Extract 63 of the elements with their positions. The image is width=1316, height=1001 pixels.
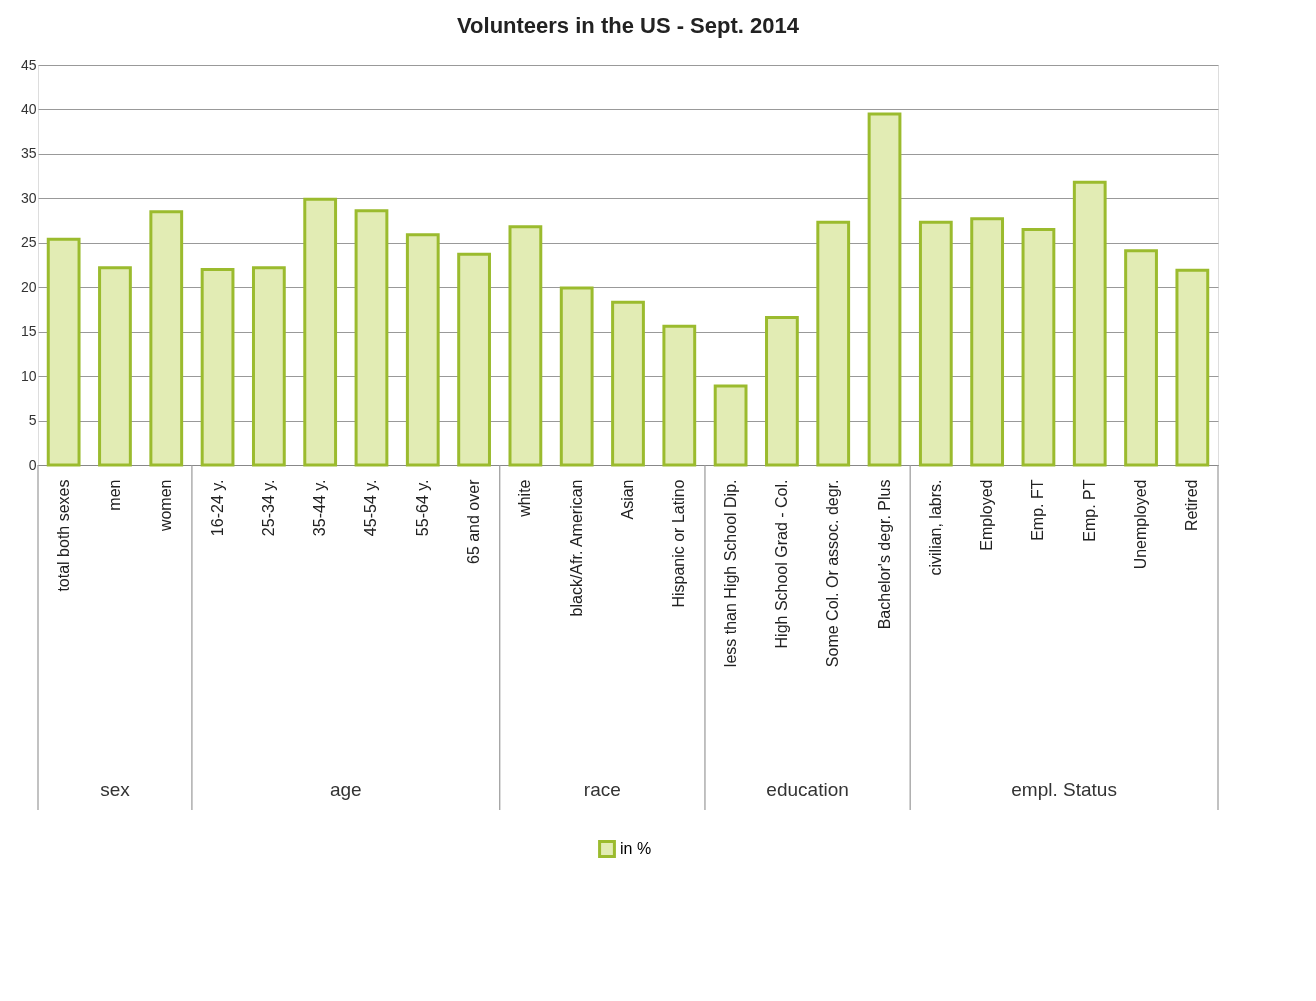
bar xyxy=(918,220,953,467)
x-tick-label: 45-54 y. xyxy=(362,479,380,537)
bar xyxy=(1175,268,1210,467)
bar xyxy=(98,266,132,467)
x-tick-label: men xyxy=(105,479,123,511)
bar xyxy=(765,315,799,467)
x-tick-label: black/Afr. American xyxy=(567,479,585,617)
x-tick-label: women xyxy=(157,479,175,533)
bar xyxy=(1072,180,1107,467)
text: race xyxy=(583,779,621,800)
bar xyxy=(611,300,645,467)
text: sex xyxy=(100,779,131,800)
x-tick-label: Emp. PT xyxy=(1080,479,1098,542)
text: empl. Status xyxy=(1011,779,1117,800)
bar xyxy=(816,220,851,467)
bar xyxy=(200,267,235,467)
y-tick-label: 0 xyxy=(28,456,37,473)
x-tick-label: Some Col. Or assoc. degr. xyxy=(824,479,842,668)
x-tick-label: Emp. FT xyxy=(1029,479,1047,541)
x-tick-label: Employed xyxy=(978,479,996,551)
y-tick-label: 30 xyxy=(20,189,37,206)
bar xyxy=(508,225,543,467)
x-tick-label: civilian, labrs. xyxy=(926,479,944,576)
bar xyxy=(713,384,748,467)
bar xyxy=(1124,249,1158,467)
x-tick-label: 16-24 y. xyxy=(208,479,226,537)
bar xyxy=(303,197,338,467)
x-tick-label: Asian xyxy=(619,479,636,520)
x-tick-label: white xyxy=(516,479,534,518)
bar xyxy=(354,209,389,467)
bar xyxy=(149,210,184,467)
bar xyxy=(662,324,697,467)
y-tick-label: 15 xyxy=(20,323,37,340)
x-tick-label: Bachelor's degr. Plus xyxy=(875,479,893,630)
bar xyxy=(457,252,491,467)
y-tick-label: 10 xyxy=(20,367,37,384)
bar xyxy=(251,266,286,467)
y-tick-label: 35 xyxy=(20,145,37,162)
bar xyxy=(970,217,1005,467)
x-tick-label: total both sexes xyxy=(54,479,72,592)
x-tick-label: 35-44 y. xyxy=(311,479,329,537)
x-tick-label: High School Grad - Col. xyxy=(772,479,790,649)
x-tick-label: Hispanic or Latino xyxy=(670,479,688,608)
legend-label: in % xyxy=(620,840,652,857)
bar xyxy=(46,237,81,467)
y-tick-label: 40 xyxy=(20,100,37,117)
y-tick-label: 45 xyxy=(20,56,37,73)
bar xyxy=(405,233,440,467)
bar xyxy=(559,286,594,467)
bar xyxy=(1021,227,1056,467)
bar xyxy=(867,112,902,467)
x-tick-label: Retired xyxy=(1183,479,1201,532)
y-tick-label: 5 xyxy=(28,412,37,429)
y-tick-label: 20 xyxy=(20,278,37,295)
x-tick-label: 25-34 y. xyxy=(259,479,277,537)
x-tick-label: less than High School Dip. xyxy=(721,479,739,668)
x-tick-label: Unemployed xyxy=(1132,479,1150,570)
x-tick-label: 65 and over xyxy=(465,478,483,565)
chart-title: Volunteers in the US - Sept. 2014 xyxy=(457,13,800,38)
x-tick-label: 55-64 y. xyxy=(413,479,431,537)
y-tick-label: 25 xyxy=(20,234,37,251)
text: education xyxy=(766,779,849,800)
text: age xyxy=(329,779,362,800)
